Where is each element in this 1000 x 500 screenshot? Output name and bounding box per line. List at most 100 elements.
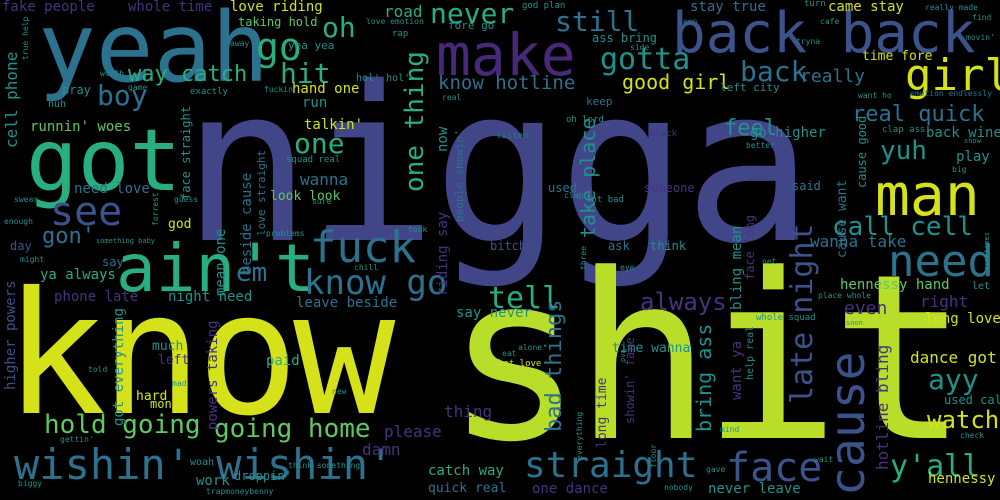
word-floor: floor: [649, 443, 658, 468]
word-god-plan: god plan: [522, 1, 566, 11]
word-cause: cause: [820, 351, 876, 497]
word-better: better: [746, 141, 775, 150]
word-please: please: [384, 422, 442, 441]
word-listen: listen: [496, 131, 529, 141]
word-want-ya: want ya: [729, 340, 745, 400]
word-make: make: [436, 21, 576, 89]
word-game: game: [128, 83, 148, 92]
word-runnin-woes: runnin' woes: [30, 119, 132, 135]
word-know: know: [4, 256, 395, 454]
word-nobody: nobody: [664, 483, 693, 492]
word-movin: movin': [966, 33, 995, 42]
word-girl: girl: [905, 50, 1000, 101]
word-soon: soon: [846, 319, 863, 327]
word-higher-powers: higher powers: [3, 280, 19, 390]
word-ask: ask: [608, 239, 630, 253]
word-damn: damn: [362, 440, 401, 459]
word-black: black: [650, 129, 678, 139]
word-aint: ain't: [116, 230, 315, 307]
word-got: got: [26, 111, 182, 211]
word-hold-going: hold going: [44, 410, 201, 440]
word-keep: keep: [586, 95, 613, 108]
word-always: always: [640, 288, 727, 316]
word-money: money: [150, 397, 187, 411]
word-think: think: [650, 239, 687, 253]
word-tell: tell: [488, 281, 561, 316]
word-yuh: yuh: [880, 136, 927, 166]
word-never-leave: never leave: [708, 481, 801, 497]
word-want-ho: want ho: [858, 91, 892, 100]
word-hit: hit: [280, 57, 331, 90]
word-sure: sure: [312, 197, 332, 206]
word-ayy: ayy: [928, 363, 979, 396]
word-away: away: [230, 39, 250, 48]
word-mind: mind: [720, 425, 740, 434]
word-squad-real: squad real: [286, 155, 341, 165]
word-still: still: [555, 5, 640, 38]
word-good-girl: good girl: [622, 70, 731, 94]
word-watch: watch: [927, 406, 1000, 434]
word-paid: paid: [266, 353, 300, 369]
word-real: real: [442, 93, 462, 102]
word-eat: eat: [502, 349, 517, 358]
word-ya-always: ya always: [40, 267, 116, 283]
word-cause-good: cause good: [855, 115, 869, 188]
word-let: let: [972, 281, 991, 292]
word-new: new: [332, 387, 347, 396]
word-man: man: [875, 161, 980, 229]
word-sometimes: sometimes: [983, 232, 991, 270]
word-time-fore: time fore: [862, 49, 933, 64]
word-everything: everything: [575, 411, 584, 460]
word-bad-things: bad things: [542, 299, 567, 432]
word-go: go: [256, 25, 302, 69]
word-now: now: [435, 126, 451, 152]
word-tryna: tryna: [796, 37, 821, 46]
word-need-love: need love: [74, 181, 150, 197]
word-droppin: droppin': [234, 469, 292, 483]
word-yall: y'all: [890, 449, 981, 484]
word-biggy: biggy: [18, 479, 43, 488]
word-feel: feel: [724, 116, 777, 141]
word-whole-squad: whole squad: [756, 313, 816, 323]
word-em: em: [236, 258, 268, 288]
word-place-whole: place whole: [818, 291, 871, 300]
word-exactly: exactly: [190, 87, 228, 97]
word-way-catch: way catch: [128, 62, 248, 87]
word-chill: chill: [354, 263, 379, 272]
word-wait: wait: [814, 455, 834, 464]
word-bitches: bitches: [490, 239, 541, 253]
word-even: even: [844, 298, 888, 319]
word-hennessy: hennessy: [928, 471, 996, 487]
word-phone-late: phone late: [54, 289, 139, 305]
word-clap-ass: clap ass: [882, 125, 926, 135]
word-love-straight: love straight: [255, 149, 268, 236]
word-ova: ova: [619, 349, 627, 362]
word-know-go: know go: [304, 263, 448, 303]
word-mean-one: mean one: [213, 228, 229, 296]
word-play: play: [956, 149, 990, 165]
word-day: day: [10, 239, 32, 253]
word-god: god: [168, 217, 192, 232]
word-woah: woah: [190, 457, 215, 468]
word-face-long: face long: [743, 214, 757, 280]
word-love-riding: love riding: [230, 0, 323, 15]
word-enough: enough: [4, 217, 33, 226]
word-big: big: [952, 165, 967, 174]
word-know-hotline: know hotline: [438, 72, 576, 94]
word-really-made: really made: [925, 3, 978, 12]
word-net: net: [762, 257, 777, 266]
word-ass-bring: ass bring: [592, 31, 658, 45]
word-rap: rap: [392, 29, 409, 39]
word-fuckin: fuckin': [264, 85, 298, 94]
word-used-call: used call: [944, 393, 1000, 407]
word-bling-mean: bling mean: [729, 225, 745, 310]
word-swear: swear: [14, 195, 39, 204]
word-long-time: long time: [595, 377, 610, 448]
word-oh: oh: [322, 11, 356, 44]
word-hol-hol: hol' hol': [356, 73, 411, 84]
word-emotion-endlessly: emotion endlessly: [910, 89, 992, 98]
word-find: find: [972, 13, 992, 22]
word-call-cell: call cell: [832, 212, 973, 242]
word-wanna: wanna: [300, 170, 349, 189]
word-face-straight: face straight: [179, 106, 193, 200]
